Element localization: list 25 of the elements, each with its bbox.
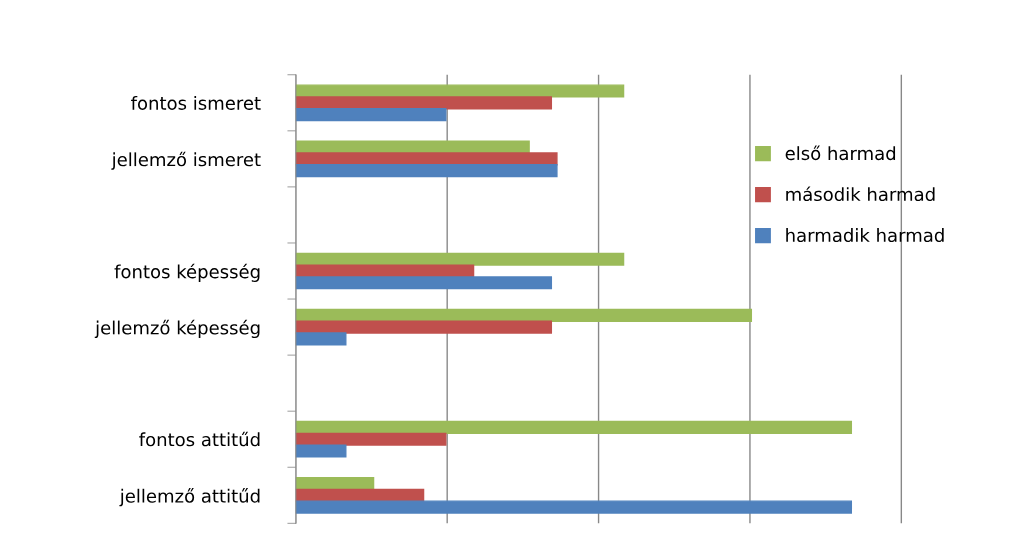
bar (295, 107, 447, 122)
bar (295, 500, 853, 514)
legend-label: második harmad (786, 186, 935, 202)
y-tick-label: fontos ismeret (131, 95, 261, 110)
y-tick-label: jellemző ismeret (111, 151, 261, 170)
bar (295, 164, 558, 178)
legend-label: harmadik harmad (786, 228, 944, 243)
bar (295, 276, 553, 290)
legend-label: első harmad (785, 145, 896, 161)
bar (295, 252, 625, 266)
bar (295, 84, 625, 98)
bar (295, 420, 853, 435)
bar (295, 152, 558, 166)
bar (295, 320, 553, 334)
bar (295, 444, 347, 458)
y-tick-label: jellemző képesség (94, 319, 260, 339)
bar (295, 96, 553, 110)
bar (295, 308, 753, 322)
bar (295, 332, 347, 346)
y-tick-label: fontos képesség (114, 263, 260, 282)
bar (295, 476, 375, 491)
y-tick-label: fontos attitűd (139, 431, 260, 447)
y-tick-label: jellemző attitűd (119, 488, 260, 507)
bar (295, 432, 447, 446)
bar (295, 264, 475, 278)
